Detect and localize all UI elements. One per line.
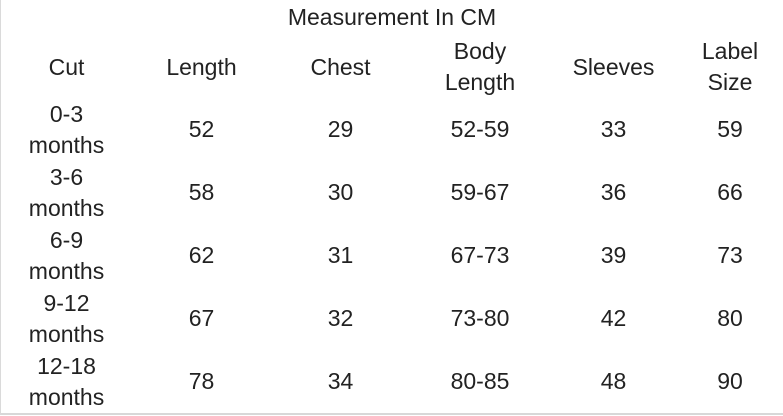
cell-label-size: 59 <box>717 116 743 143</box>
table-title-row: Measurement In CM <box>1 0 783 36</box>
cell-sleeves: 48 <box>600 368 627 395</box>
cell-length: 52 <box>188 116 215 143</box>
cell-length: 67 <box>188 305 215 332</box>
table-row: 6-9 months 62 31 67-73 39 73 <box>1 224 783 287</box>
cell-length: 78 <box>188 368 215 395</box>
table-row: 3-6 months 58 30 59-67 36 66 <box>1 161 783 224</box>
cell-chest: 32 <box>327 305 354 332</box>
cell-cut: 3-6 months <box>28 163 105 221</box>
cell-sleeves: 42 <box>600 305 627 332</box>
cell-length: 58 <box>188 179 215 206</box>
cell-cut: 6-9 months <box>28 226 105 284</box>
column-header-length: Length <box>166 53 237 80</box>
cell-body-length: 80-85 <box>450 368 510 395</box>
table-row: 0-3 months 52 29 52-59 33 59 <box>1 98 783 161</box>
cell-body-length: 52-59 <box>450 116 510 143</box>
cell-body-length: 59-67 <box>450 179 510 206</box>
cell-label-size: 80 <box>717 305 743 332</box>
cell-chest: 31 <box>327 242 354 269</box>
cell-chest: 30 <box>327 179 354 206</box>
table-header-row: Cut Length Chest Body Length Sleeves Lab… <box>1 36 783 98</box>
cell-label-size: 90 <box>717 368 743 395</box>
cell-chest: 34 <box>327 368 354 395</box>
cell-cut: 12-18 months <box>28 352 105 410</box>
column-header-body-length: Body Length <box>444 38 516 96</box>
table-title: Measurement In CM <box>287 4 497 31</box>
cell-sleeves: 39 <box>600 242 627 269</box>
cell-body-length: 67-73 <box>450 242 510 269</box>
cell-sleeves: 33 <box>600 116 627 143</box>
column-header-label-size: Label Size <box>701 38 759 96</box>
cell-body-length: 73-80 <box>450 305 510 332</box>
column-header-sleeves: Sleeves <box>572 53 655 80</box>
cell-cut: 0-3 months <box>28 100 105 158</box>
cell-label-size: 66 <box>717 179 743 206</box>
column-header-cut: Cut <box>48 53 85 80</box>
cell-cut: 9-12 months <box>28 289 105 347</box>
table-row: 9-12 months 67 32 73-80 42 80 <box>1 287 783 350</box>
cell-sleeves: 36 <box>600 179 627 206</box>
column-header-chest: Chest <box>310 53 371 80</box>
cell-length: 62 <box>188 242 215 269</box>
cell-label-size: 73 <box>717 242 743 269</box>
table-row: 12-18 months 78 34 80-85 48 90 <box>1 350 783 413</box>
cell-chest: 29 <box>327 116 354 143</box>
